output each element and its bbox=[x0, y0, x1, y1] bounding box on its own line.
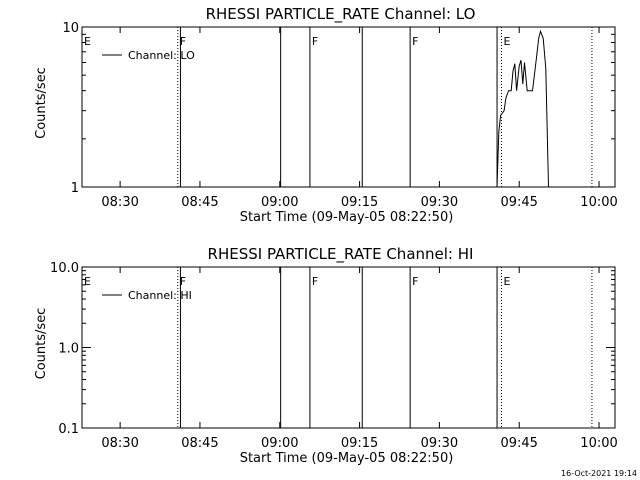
flag-marker-label: F bbox=[180, 35, 186, 48]
flag-marker-label: F bbox=[412, 35, 418, 48]
y-tick-label: 0.1 bbox=[58, 422, 79, 437]
flag-marker-label: E bbox=[84, 275, 91, 288]
x-tick-label: 10:00 bbox=[580, 195, 617, 210]
x-tick-label: 08:45 bbox=[181, 436, 218, 451]
flag-marker-label: F bbox=[312, 275, 318, 288]
x-tick-label: 08:45 bbox=[181, 195, 218, 210]
flag-marker-label: E bbox=[503, 275, 510, 288]
x-tick-label: 09:15 bbox=[341, 436, 378, 451]
y-tick-label: 1 bbox=[71, 181, 79, 196]
flag-marker-label: E bbox=[503, 35, 510, 48]
legend-label: Channel: LO bbox=[128, 49, 195, 62]
flag-marker-label: E bbox=[84, 35, 91, 48]
y-axis-label: Counts/sec bbox=[34, 67, 49, 139]
y-axis-label: Counts/sec bbox=[34, 308, 49, 380]
x-tick-label: 08:30 bbox=[101, 195, 138, 210]
footer-timestamp: 16-Oct-2021 19:14 bbox=[561, 469, 637, 478]
x-tick-label: 09:30 bbox=[421, 195, 458, 210]
plot-frame bbox=[81, 26, 616, 188]
x-tick-label: 09:30 bbox=[421, 436, 458, 451]
x-tick-label: 09:45 bbox=[500, 195, 537, 210]
x-axis-label: Start Time (09-May-05 08:22:50) bbox=[240, 210, 454, 225]
x-tick-label: 08:30 bbox=[101, 436, 138, 451]
x-tick-label: 09:00 bbox=[261, 436, 298, 451]
chart-title: RHESSI PARTICLE_RATE Channel: LO bbox=[206, 5, 476, 24]
x-tick-label: 09:15 bbox=[341, 195, 378, 210]
y-tick-label: 10 bbox=[62, 21, 79, 36]
x-axis-label: Start Time (09-May-05 08:22:50) bbox=[240, 451, 454, 466]
chart-title: RHESSI PARTICLE_RATE Channel: HI bbox=[208, 245, 474, 264]
series-line bbox=[496, 29, 549, 188]
y-tick-label: 1.0 bbox=[58, 342, 79, 357]
x-tick-label: 09:45 bbox=[500, 436, 537, 451]
flag-marker-label: F bbox=[312, 35, 318, 48]
x-tick-label: 10:00 bbox=[580, 436, 617, 451]
flag-marker-label: F bbox=[412, 275, 418, 288]
flag-marker-label: F bbox=[180, 275, 186, 288]
y-tick-label: 10.0 bbox=[50, 261, 79, 276]
x-tick-label: 09:00 bbox=[261, 195, 298, 210]
legend-label: Channel: HI bbox=[128, 289, 192, 302]
